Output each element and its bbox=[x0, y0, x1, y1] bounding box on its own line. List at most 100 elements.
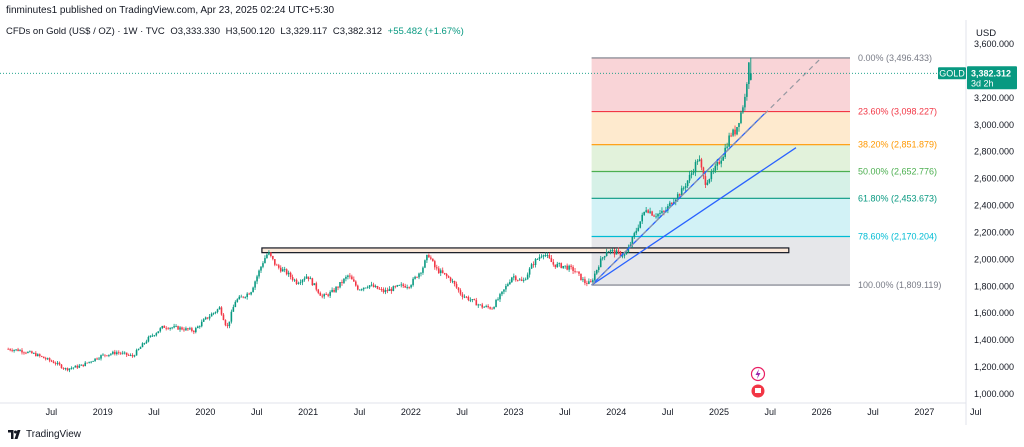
candle-body bbox=[455, 283, 458, 288]
candle-body bbox=[511, 277, 513, 283]
candle-body bbox=[481, 304, 484, 308]
time-tick-label: 2027 bbox=[914, 407, 934, 417]
ohlc-low: L3,329.117 bbox=[280, 26, 328, 37]
candle-body bbox=[279, 267, 282, 272]
candle-body bbox=[700, 159, 703, 168]
candle-body bbox=[137, 348, 140, 351]
resistance-zone-box[interactable] bbox=[261, 247, 790, 254]
candle-body bbox=[66, 368, 69, 371]
price-tick-label: 2,000.000 bbox=[974, 254, 1014, 264]
candle-body bbox=[593, 273, 596, 281]
candle-body bbox=[88, 361, 90, 363]
candle-body bbox=[503, 289, 505, 292]
candle-body bbox=[678, 194, 681, 196]
candle-body bbox=[220, 307, 223, 315]
price-tick-label: 3,600.000 bbox=[974, 39, 1014, 49]
candle-body bbox=[400, 284, 403, 286]
candle-body bbox=[364, 287, 367, 289]
candle-body bbox=[597, 267, 600, 270]
candle-body bbox=[216, 309, 219, 312]
event-flash-icon[interactable] bbox=[750, 366, 766, 382]
candle-body bbox=[570, 265, 572, 267]
time-tick-label: Jul bbox=[970, 407, 982, 417]
candle-body bbox=[139, 347, 142, 349]
trendlines[interactable] bbox=[591, 57, 823, 286]
candle-body bbox=[329, 291, 331, 296]
candle-body bbox=[204, 317, 207, 320]
candle-body bbox=[613, 250, 616, 255]
candle-body bbox=[60, 364, 63, 369]
candle-body bbox=[210, 313, 213, 317]
event-earnings-icon[interactable] bbox=[751, 384, 765, 398]
candle-body bbox=[661, 210, 663, 213]
resistance-zone[interactable] bbox=[261, 247, 790, 254]
candle-body bbox=[550, 258, 553, 263]
candle-body bbox=[31, 351, 33, 354]
candle-body bbox=[351, 276, 353, 280]
candle-body bbox=[716, 162, 719, 166]
time-tick-label: Jul bbox=[456, 407, 468, 417]
time-tick-label: 2025 bbox=[709, 407, 729, 417]
candle-body bbox=[653, 215, 655, 217]
candle-body bbox=[708, 179, 711, 183]
candle-body bbox=[669, 202, 671, 207]
candle-body bbox=[106, 355, 108, 357]
candle-body bbox=[536, 258, 539, 260]
candle-body bbox=[522, 280, 525, 281]
candle-body bbox=[208, 316, 211, 319]
candle-body bbox=[552, 262, 555, 265]
candle-body bbox=[469, 299, 472, 301]
trendline[interactable] bbox=[591, 147, 797, 286]
ticker-tag-bg bbox=[938, 67, 966, 80]
candle-body bbox=[155, 333, 158, 336]
event-icons[interactable] bbox=[750, 366, 766, 398]
publisher-header: finminutes1 published on TradingView.com… bbox=[6, 5, 334, 16]
candle-body bbox=[603, 256, 606, 258]
candle-body bbox=[402, 284, 405, 286]
candle-body bbox=[193, 330, 195, 333]
candle-body bbox=[601, 257, 604, 259]
candle-body bbox=[526, 274, 529, 280]
candle-body bbox=[378, 288, 381, 290]
candle-body bbox=[556, 263, 559, 268]
candle-body bbox=[179, 327, 181, 330]
fibonacci-retracement[interactable]: 0.00% (3,496.433) 23.60% (3,098.227) 38.20… bbox=[591, 53, 942, 290]
ohlc-open: O3,333.330 bbox=[170, 26, 221, 37]
candle-body bbox=[738, 123, 740, 127]
candle-body bbox=[244, 297, 246, 298]
candle-body bbox=[323, 294, 326, 297]
price-tag-value: 3,382.312 bbox=[971, 68, 1011, 78]
candle-body bbox=[404, 285, 406, 288]
candle-body bbox=[131, 354, 134, 357]
candle-body bbox=[277, 265, 280, 268]
candle-body bbox=[516, 280, 519, 281]
candle-body bbox=[84, 362, 87, 367]
candle-body bbox=[147, 336, 150, 342]
candle-body bbox=[410, 285, 412, 288]
candle-body bbox=[108, 354, 110, 356]
candle-body bbox=[588, 281, 590, 284]
candle-body bbox=[686, 180, 689, 187]
candle-body bbox=[303, 278, 306, 280]
candle-body bbox=[295, 279, 298, 284]
candle-body bbox=[349, 275, 351, 277]
candle-body bbox=[358, 289, 361, 291]
candle-body bbox=[609, 250, 612, 252]
candle-body bbox=[345, 276, 347, 279]
candle-body bbox=[289, 272, 292, 277]
fib-level-label: 78.60% (2,170.204) bbox=[858, 231, 937, 241]
candle-body bbox=[98, 358, 100, 360]
candle-body bbox=[347, 275, 349, 277]
candle-body bbox=[451, 280, 454, 282]
candle-body bbox=[514, 276, 517, 281]
currency-label[interactable]: USD bbox=[976, 28, 997, 39]
candle-body bbox=[29, 351, 31, 353]
candle-body bbox=[78, 365, 81, 368]
candle-body bbox=[406, 287, 408, 288]
candle-body bbox=[25, 352, 27, 354]
candle-body bbox=[234, 301, 237, 308]
candle-body bbox=[62, 368, 65, 369]
symbol-name[interactable]: CFDs on Gold (US$ / OZ) · 1W · TVC bbox=[6, 26, 165, 37]
